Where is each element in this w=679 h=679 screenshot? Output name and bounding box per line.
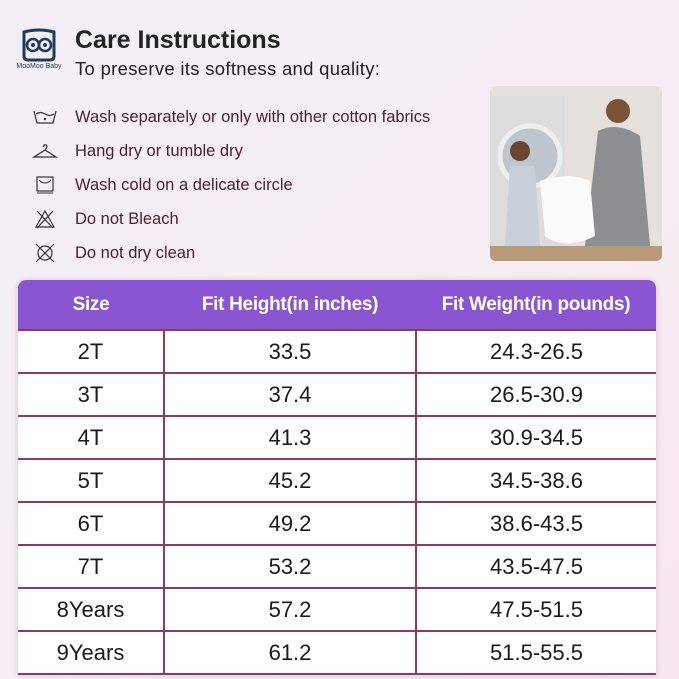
cell-size: 6T	[18, 501, 165, 546]
care-item: Hang dry or tumble dry	[30, 134, 430, 168]
table-row: 5T 45.2 34.5-38.6	[18, 458, 656, 503]
tumble-dry-icon	[30, 174, 60, 196]
care-list: Wash separately or only with other cotto…	[30, 100, 430, 270]
cell-weight: 38.6-43.5	[415, 501, 656, 546]
table-row: 3T 37.4 26.5-30.9	[18, 372, 656, 417]
cell-size: 9Years	[18, 630, 165, 675]
no-bleach-icon	[30, 208, 60, 230]
table-row: 6T 49.2 38.6-43.5	[18, 501, 656, 546]
cell-weight: 30.9-34.5	[415, 415, 656, 460]
cell-height: 49.2	[163, 501, 417, 546]
care-item: Wash cold on a delicate circle	[30, 168, 430, 202]
cell-weight: 51.5-55.5	[415, 630, 656, 675]
cell-weight: 26.5-30.9	[415, 372, 656, 417]
cell-weight: 24.3-26.5	[415, 329, 656, 374]
cell-size: 7T	[18, 544, 165, 589]
cell-size: 5T	[18, 458, 165, 503]
cell-height: 41.3	[163, 415, 417, 460]
header-height: Fit Height(in inches)	[164, 280, 416, 330]
cell-height: 53.2	[163, 544, 417, 589]
care-item: Do not Bleach	[30, 202, 430, 236]
wash-tub-icon	[30, 106, 60, 128]
brand-name: MooMoo Baby	[16, 63, 62, 70]
no-dry-clean-icon	[30, 242, 60, 264]
care-item: Do not dry clean	[30, 236, 430, 270]
brand-logo: MooMoo Baby	[14, 28, 64, 70]
cell-height: 33.5	[163, 329, 417, 374]
page-subtitle: To preserve its softness and quality:	[75, 58, 381, 79]
header-weight: Fit Weight(in pounds)	[416, 280, 656, 330]
cell-weight: 47.5-51.5	[415, 587, 656, 632]
table-row: 9Years 61.2 51.5-55.5	[18, 630, 656, 675]
table-row: 8Years 57.2 47.5-51.5	[18, 587, 656, 632]
cell-weight: 43.5-47.5	[415, 544, 656, 589]
cell-height: 57.2	[163, 587, 417, 632]
table-header-row: Size Fit Height(in inches) Fit Weight(in…	[18, 280, 656, 330]
cell-size: 4T	[18, 415, 165, 460]
table-row: 4T 41.3 30.9-34.5	[18, 415, 656, 460]
cell-size: 8Years	[18, 587, 165, 632]
size-chart-table: Size Fit Height(in inches) Fit Weight(in…	[18, 280, 656, 675]
table-row: 2T 33.5 24.3-26.5	[18, 329, 656, 374]
cell-size: 3T	[18, 372, 165, 417]
cell-weight: 34.5-38.6	[415, 458, 656, 503]
cell-size: 2T	[18, 329, 165, 374]
care-item: Wash separately or only with other cotto…	[30, 100, 430, 134]
cell-height: 45.2	[163, 458, 417, 503]
cell-height: 37.4	[163, 372, 417, 417]
laundry-photo	[490, 86, 662, 261]
page-title: Care Instructions	[75, 26, 281, 54]
owl-logo-icon	[22, 28, 56, 62]
table-row: 7T 53.2 43.5-47.5	[18, 544, 656, 589]
hanger-icon	[30, 140, 60, 162]
header-size: Size	[18, 280, 164, 330]
cell-height: 61.2	[163, 630, 417, 675]
